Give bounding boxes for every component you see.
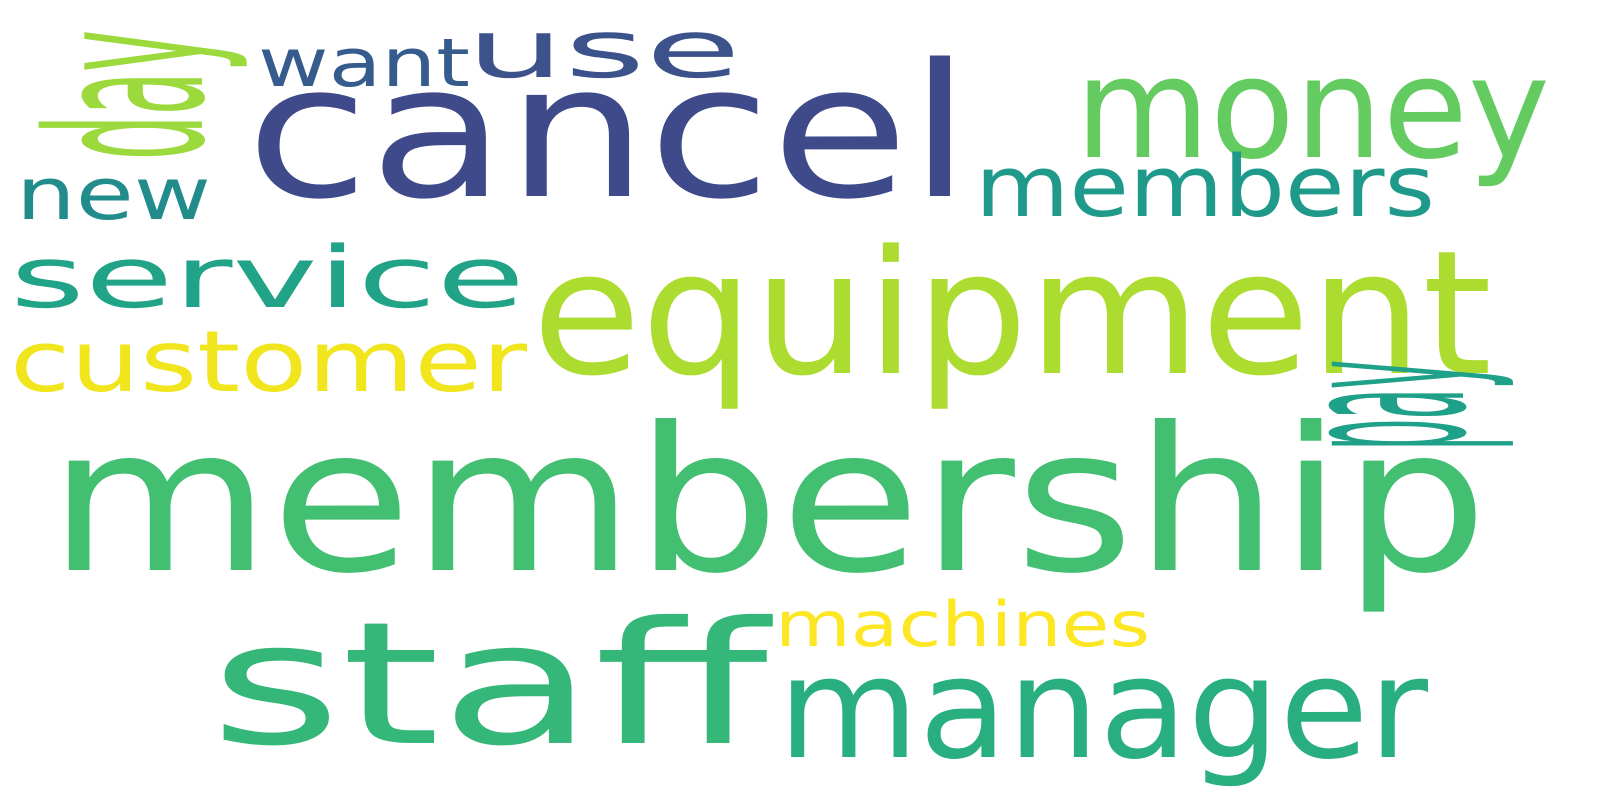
word-customer: customer bbox=[10, 313, 527, 412]
word-staff: staff bbox=[210, 586, 768, 784]
word-money: money bbox=[1075, 28, 1550, 191]
word-day: day bbox=[1, 30, 254, 160]
word-want: want bbox=[258, 24, 470, 102]
word-equipment: equipment bbox=[532, 213, 1492, 414]
word-pay: pay bbox=[1241, 360, 1522, 450]
word-service: service bbox=[10, 229, 525, 328]
word-manager: manager bbox=[778, 628, 1428, 791]
word-cancel: cancel bbox=[246, 24, 971, 240]
word-use: use bbox=[466, 3, 741, 96]
word-members: members bbox=[975, 138, 1435, 237]
word-membership: membership bbox=[48, 385, 1488, 618]
word-new: new bbox=[16, 152, 211, 236]
word-machines: machines bbox=[775, 588, 1150, 661]
